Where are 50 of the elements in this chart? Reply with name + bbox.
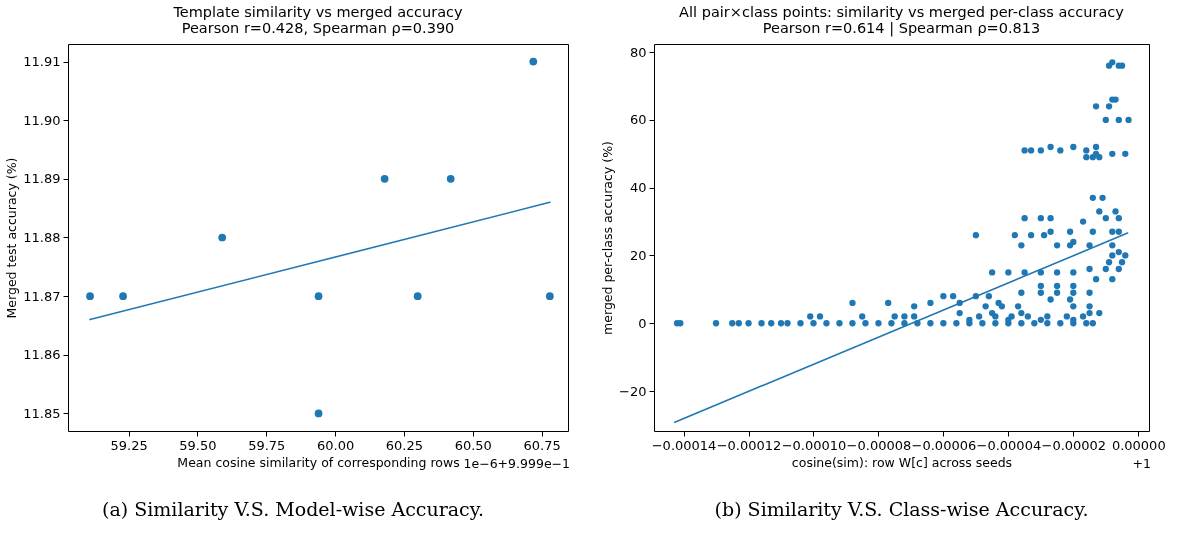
x-tick-label: −0.00014 [651,437,717,453]
x-tick-label: −0.00006 [911,437,977,453]
text: (a) Similarity V.S. Model-wise Accuracy. [102,498,484,520]
x-tick-label: 60.50 [454,437,492,453]
point [314,409,323,418]
point [545,292,554,300]
y-tick-label: 80 [629,44,647,60]
x-tick-label: −0.00012 [716,437,782,453]
y-tick-label: 11.90 [23,112,61,128]
x-tick-label: −0.00004 [976,437,1042,453]
chart-title: Template similarity vs merged accuracy [172,4,463,20]
y-tick-label: 20 [629,247,647,263]
y-axis-title: Merged test accuracy (%) [4,157,20,319]
point [119,292,127,300]
y-tick-label: 11.88 [23,230,61,245]
x-tick-label: 59.50 [179,437,217,453]
chart-title: All pair×class points: similarity vs merged per-class accuracy [679,4,1125,20]
x-axis-title: Mean cosine similarity of corresponding rows [177,454,460,470]
y-tick-label: 11.89 [23,171,61,187]
x-tick-label: 59.75 [248,437,286,453]
y-tick-label: 11.86 [23,347,61,363]
x-tick-label: −0.00002 [1041,437,1107,453]
point [529,57,538,66]
y-tick-label: 11.91 [23,54,61,70]
point [314,292,323,300]
text: +1 [1132,456,1151,471]
y-tick-label: −20 [619,383,647,399]
text: (b) Similarity V.S. Class-wise Accuracy. [714,498,1089,520]
chart-subtitle: Pearson r=0.614 | Spearman ρ=0.813 [762,19,1041,37]
text: 1e−6+9.999e−1 [463,456,570,471]
point [413,292,422,300]
point [218,233,227,242]
y-tick-label: 11.85 [23,405,61,421]
y-axis-title: merged per-class accuracy (%) [600,141,616,335]
y-tick-label: 40 [629,180,647,196]
x-tick-label: −0.00008 [846,437,912,453]
point [446,175,455,183]
x-tick-label: 0.00000 [1111,437,1166,453]
chart-subtitle: Pearson r=0.428, Spearman ρ=0.390 [181,19,455,36]
y-tick-label: 60 [629,112,647,128]
x-tick-label: 60.00 [316,437,355,453]
x-axis-title: cosine(sim): row W[c] across seeds [791,454,1013,470]
point [380,175,389,183]
x-tick-label: 59.25 [110,437,148,453]
x-tick-label: −0.00010 [781,437,847,453]
x-tick-label: 60.25 [385,437,424,453]
y-tick-label: 0 [638,315,647,331]
x-tick-label: 60.75 [523,437,561,453]
point [86,292,94,300]
y-tick-label: 11.87 [23,288,61,304]
